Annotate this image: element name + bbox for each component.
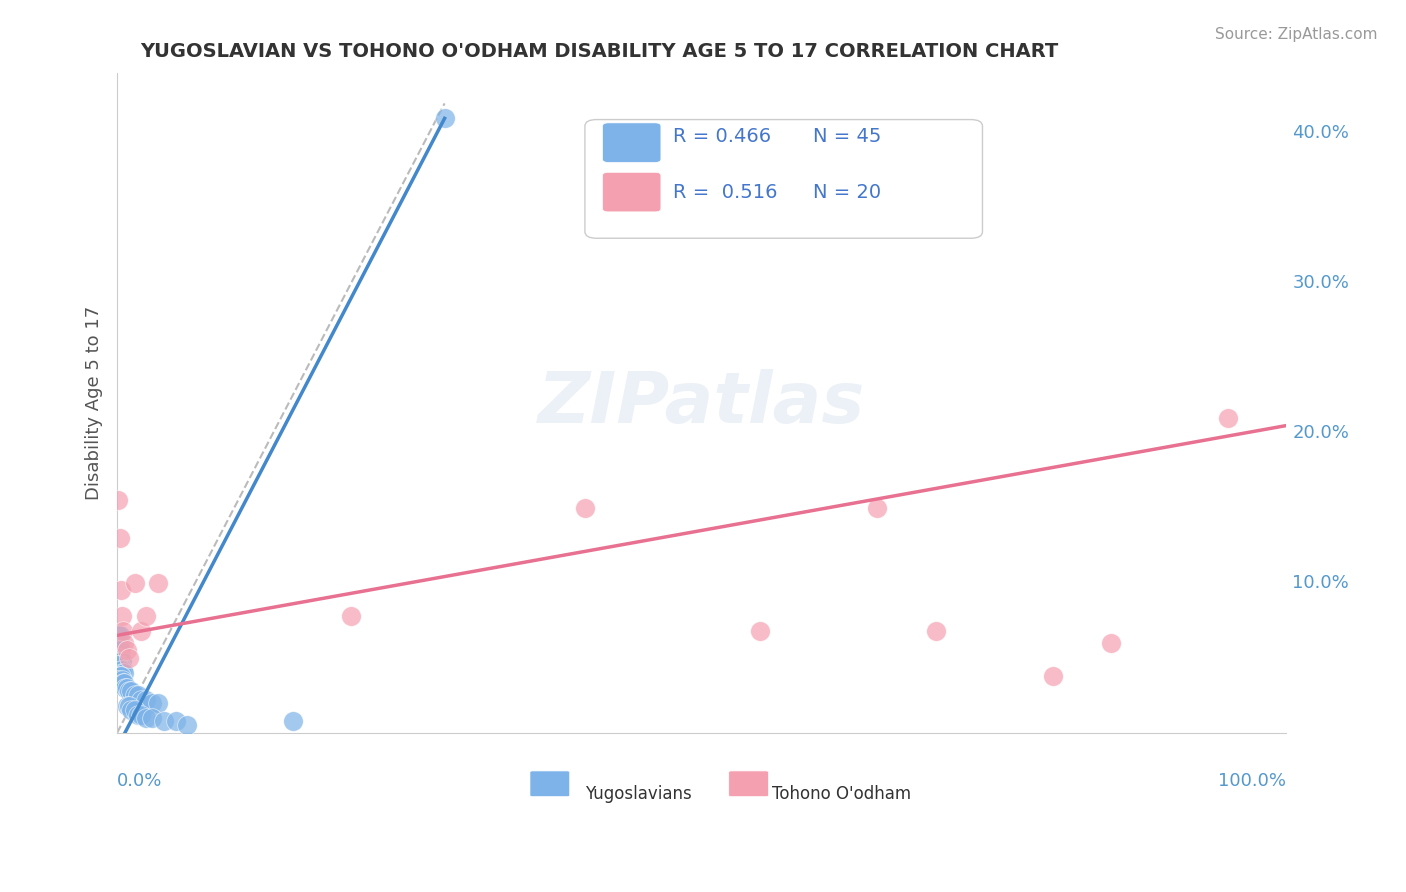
Point — [127, 688, 149, 702]
Point — [1042, 669, 1064, 683]
Point — [112, 676, 135, 690]
Point — [141, 696, 163, 710]
Point — [107, 658, 129, 673]
Point — [112, 636, 135, 650]
Point — [108, 658, 131, 673]
Text: Tohono O'odham: Tohono O'odham — [772, 786, 911, 804]
Text: R = 0.466: R = 0.466 — [672, 127, 770, 145]
Point — [115, 698, 138, 713]
Point — [124, 703, 146, 717]
Point — [141, 711, 163, 725]
Point — [146, 575, 169, 590]
Text: 0.0%: 0.0% — [117, 772, 163, 790]
Text: 20.0%: 20.0% — [1292, 424, 1350, 442]
Point — [124, 575, 146, 590]
Point — [135, 608, 157, 623]
Text: Source: ZipAtlas.com: Source: ZipAtlas.com — [1215, 27, 1378, 42]
Point — [1216, 411, 1239, 425]
Point — [120, 683, 142, 698]
Point — [110, 663, 132, 677]
Point — [1099, 636, 1122, 650]
Point — [107, 493, 129, 508]
Point — [115, 643, 138, 657]
Point — [165, 714, 187, 728]
Text: N = 45: N = 45 — [813, 127, 882, 145]
Text: 30.0%: 30.0% — [1292, 274, 1350, 293]
Point — [108, 531, 131, 545]
Point — [127, 707, 149, 722]
Point — [108, 628, 131, 642]
Text: N = 20: N = 20 — [813, 183, 882, 202]
Text: 10.0%: 10.0% — [1292, 574, 1350, 592]
Text: YUGOSLAVIAN VS TOHONO O'ODHAM DISABILITY AGE 5 TO 17 CORRELATION CHART: YUGOSLAVIAN VS TOHONO O'ODHAM DISABILITY… — [141, 42, 1059, 61]
Point — [153, 714, 176, 728]
Point — [146, 696, 169, 710]
Point — [118, 698, 141, 713]
Point — [110, 643, 132, 657]
Point — [112, 624, 135, 638]
FancyBboxPatch shape — [585, 120, 983, 238]
Text: R =  0.516: R = 0.516 — [672, 183, 778, 202]
Point — [107, 643, 129, 657]
Point — [111, 665, 134, 680]
Text: ZIPatlas: ZIPatlas — [538, 368, 866, 438]
Point — [118, 650, 141, 665]
Y-axis label: Disability Age 5 to 17: Disability Age 5 to 17 — [86, 306, 103, 500]
Point — [866, 500, 889, 515]
Text: 40.0%: 40.0% — [1292, 124, 1350, 143]
Point — [114, 681, 136, 695]
Point — [112, 676, 135, 690]
Point — [110, 654, 132, 668]
Point — [112, 663, 135, 677]
FancyBboxPatch shape — [530, 771, 569, 797]
FancyBboxPatch shape — [602, 172, 661, 212]
Point — [574, 500, 596, 515]
Point — [108, 636, 131, 650]
Point — [176, 718, 198, 732]
Point — [107, 650, 129, 665]
Point — [111, 673, 134, 688]
Point — [112, 665, 135, 680]
Point — [129, 624, 152, 638]
Point — [124, 688, 146, 702]
Point — [925, 624, 948, 638]
Point — [433, 112, 456, 126]
FancyBboxPatch shape — [728, 771, 769, 797]
Point — [110, 669, 132, 683]
Point — [107, 628, 129, 642]
Point — [107, 673, 129, 688]
Point — [107, 636, 129, 650]
Point — [118, 683, 141, 698]
Point — [281, 714, 304, 728]
FancyBboxPatch shape — [602, 123, 661, 162]
Point — [111, 654, 134, 668]
Text: 100.0%: 100.0% — [1219, 772, 1286, 790]
Point — [129, 692, 152, 706]
Point — [108, 669, 131, 683]
Point — [340, 608, 363, 623]
Point — [115, 681, 138, 695]
Point — [135, 692, 157, 706]
Point — [108, 650, 131, 665]
Point — [110, 583, 132, 598]
Point — [111, 608, 134, 623]
Text: Yugoslavians: Yugoslavians — [585, 786, 692, 804]
Point — [120, 703, 142, 717]
Point — [749, 624, 772, 638]
Point — [135, 711, 157, 725]
Point — [129, 707, 152, 722]
